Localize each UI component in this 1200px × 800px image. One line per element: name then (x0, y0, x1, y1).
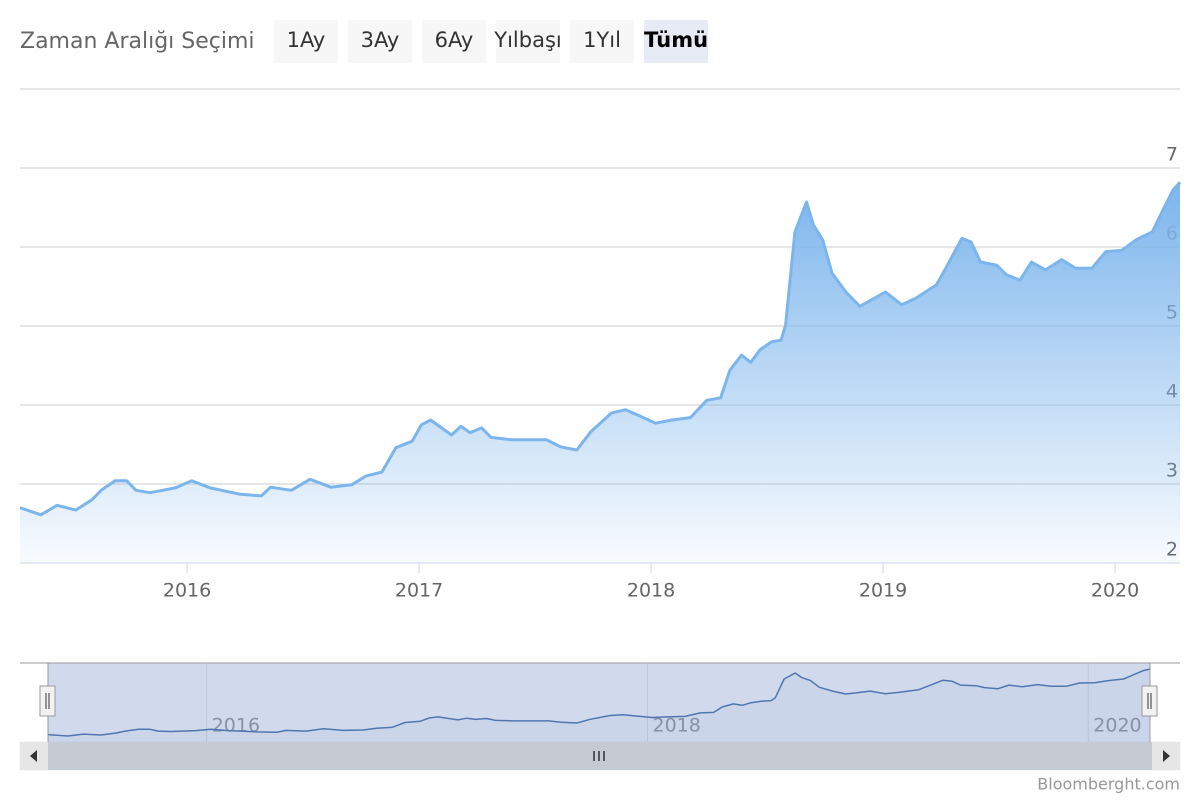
range-button[interactable] (496, 20, 560, 63)
range-button-label: 1Ay (287, 28, 326, 52)
range-button-label: 3Ay (361, 28, 400, 52)
x-tick-label: 2016 (163, 580, 211, 602)
navigator-mask (48, 663, 1150, 742)
range-button[interactable] (348, 20, 412, 63)
range-button[interactable] (644, 20, 708, 63)
arrow-right (1163, 750, 1170, 762)
x-tick-label: 2020 (1091, 580, 1139, 602)
range-button-label: 6Ay (435, 28, 474, 52)
range-button[interactable] (570, 20, 634, 63)
scrollbar-thumb[interactable] (48, 742, 1152, 770)
arrow-left (30, 750, 37, 762)
scroll-grip (593, 751, 605, 761)
handle-grip (45, 693, 50, 709)
range-button-label: 1Yıl (583, 28, 621, 52)
navigator-tick-label: 2020 (1093, 715, 1141, 737)
handle-grip (1147, 693, 1152, 709)
range-label: Zaman Aralığı Seçimi (20, 29, 255, 54)
x-tick-label: 2019 (859, 580, 907, 602)
series-area (20, 182, 1180, 563)
y-tick-label: 7 (1166, 144, 1178, 166)
navigator-area (48, 669, 1150, 742)
range-button-label: Yılbaşı (493, 28, 561, 52)
x-tick-label: 2017 (395, 580, 443, 602)
x-tick-label: 2018 (627, 580, 675, 602)
navigator-line (47, 668, 1151, 737)
navigator-handle[interactable] (39, 685, 56, 717)
credit: Bloomberght.com (1037, 775, 1180, 794)
navigator-tick-label: 2018 (652, 715, 700, 737)
range-button[interactable] (422, 20, 486, 63)
series-line (19, 181, 1182, 517)
navigator-handle[interactable] (1141, 685, 1158, 717)
range-button[interactable] (274, 20, 338, 63)
range-button-label: Tümü (644, 28, 708, 52)
